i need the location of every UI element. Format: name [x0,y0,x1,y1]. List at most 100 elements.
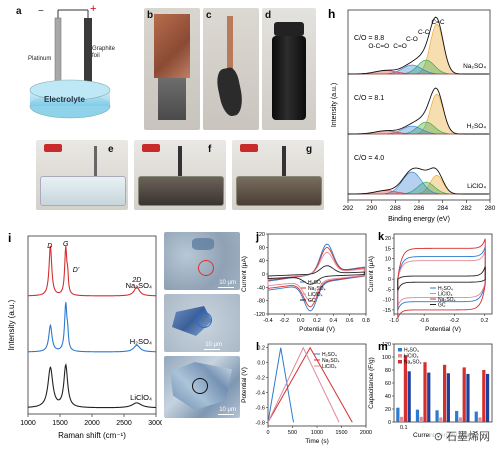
series-label: Na₂SO₄ [126,281,152,290]
raman-curve [27,302,157,353]
capacitance-bar [415,409,420,422]
legend-entry: LiClO₄ [404,354,419,360]
legend-entry: LiClO₄ [438,292,453,298]
capacitance-bar [407,371,411,422]
plus-sign: + [90,3,97,15]
y-axis-label: Current (μA) [241,256,248,292]
panel-label-c: c [206,10,212,21]
y-tick-label: 15 [385,246,391,252]
y-axis-label: Potential (V) [241,367,248,403]
legend-entry: Na₂SO₄ [404,360,422,366]
capacitance-bar [443,364,447,422]
capacitance-bar [474,411,478,422]
x-tick-label: 1500 [52,420,68,427]
legend-entry: Na₂SO₄ [322,358,340,364]
y-tick-label: -120 [254,312,265,318]
x-axis-label: Binding energy (eV) [388,216,450,223]
x-tick-label: 1000 [20,420,36,427]
x-tick-label: -0.2 [280,318,289,324]
legend-entry: Na₂SO₄ [438,297,456,303]
x-tick-label: 500 [288,430,297,436]
x-tick-label: 2000 [360,430,372,436]
xps-envelope [347,167,489,195]
y-tick-label: 10 [385,257,391,263]
capacitance-bar [458,417,463,422]
capacitance-bar [446,373,450,422]
panel-label-a: a [16,6,22,17]
legend-entry: H₂SO₄ [404,348,419,354]
y-tick-label: 100 [382,355,391,361]
y-tick-label: 120 [256,232,265,238]
peak-label: D' [73,267,80,274]
legend-entry: GC [438,303,446,309]
y-tick-label: 80 [259,245,265,251]
x-tick-label: 0.4 [330,318,338,324]
scale-bar-label-2: 10 μm [205,342,222,348]
x-tick-label: 0.0 [297,318,305,324]
y-tick-label: -0.4 [256,390,265,396]
panel-d-photo: d [262,8,316,130]
y-tick-label: 0.0 [257,361,265,367]
y-tick-label: 0 [388,420,391,426]
y-axis-label: Intensity (a.u.) [7,299,16,350]
panel-g-photo: g [232,140,324,210]
capacitance-bar [423,362,427,422]
xps-envelope [347,16,489,75]
x-tick-label: -0.2 [450,318,459,324]
legend-entry: GC [308,298,316,304]
gcd-svg: l 0 500 1000 1500 2000 0.2 0.0 -0.2 -0.4 -0.6 -0.8 T… [241,341,372,445]
capacitance-bar [403,355,408,422]
legend-entry: Na₂SO₄ [308,286,326,292]
y-tick-label: 0 [262,272,265,278]
y-tick-label: 20 [385,236,391,242]
peak-label: C-C [418,29,430,36]
y-tick-label: -0.2 [256,376,265,382]
cv-curve [267,251,365,302]
capacitance-bar [427,372,431,422]
y-tick-label: 40 [385,394,391,400]
panel-j-cv-chart: j -0.4 -0.2 0.0 0.2 0.4 0.6 0.8 120 80 40 0 -40 -80 -1… [240,226,372,338]
x-tick-label: 286 [414,205,425,212]
y-tick-label: -80 [257,299,265,305]
y-tick-label: 40 [259,259,265,265]
y-tick-label: 20 [385,407,391,413]
minus-sign: − [38,6,44,17]
peak-label: G [63,241,69,248]
legend-entry: H₂SO₄ [438,286,453,292]
panel-label-g: g [306,144,313,155]
panel-l-gcd-chart: l 0 500 1000 1500 2000 0.2 0.0 -0.2 -0.4 -0.6 -0.8 T… [240,336,372,448]
panel-i-raman-chart: i 1000 1500 2000 2500 3000 Raman shift (cm⁻¹) I… [2,226,164,448]
x-axis-label: Raman shift (cm⁻¹) [58,431,126,440]
panel-a-schematic: a − + Platinum Graphite foil Electrolyte [16,3,115,134]
y-tick-label: -5 [386,287,391,293]
x-tick-label: 0.2 [313,318,321,324]
micrograph-1: 10 μm [164,232,240,290]
series-label: Na₂SO₄ [463,63,486,70]
y-tick-label: -10 [383,298,391,304]
x-tick-label: 0 [266,430,269,436]
panel-label-b: b [147,10,154,21]
panel-label-m: m [378,341,388,353]
y-tick-label: 120 [382,342,391,348]
capacitance-bar [400,416,404,422]
series-label: LiClO₄ [130,393,152,402]
capacitance-bar [435,410,439,422]
x-tick-label: 1500 [335,430,347,436]
x-axis-label: Time (s) [305,438,329,445]
panel-label-d: d [265,10,272,21]
y-axis-label: Capacitance (F/g) [368,357,375,409]
y-tick-label: -0.6 [256,405,265,411]
x-tick-label: -0.4 [263,318,272,324]
x-tick-label: 0.8 [362,318,370,324]
capacitance-bar [455,410,459,422]
capacitance-bar [419,416,423,422]
legend-entry: H₂SO₄ [322,352,337,358]
series-label: LiClO₄ [467,183,486,190]
capacitance-bar [482,370,486,422]
capacitance-bar [439,417,443,422]
y-axis-label: Current (μA) [368,256,375,292]
raman-curve [27,245,157,297]
micrograph-3: 10 μm [164,356,240,418]
x-tick-label: 282 [461,205,472,212]
y-tick-label: 5 [388,267,391,273]
